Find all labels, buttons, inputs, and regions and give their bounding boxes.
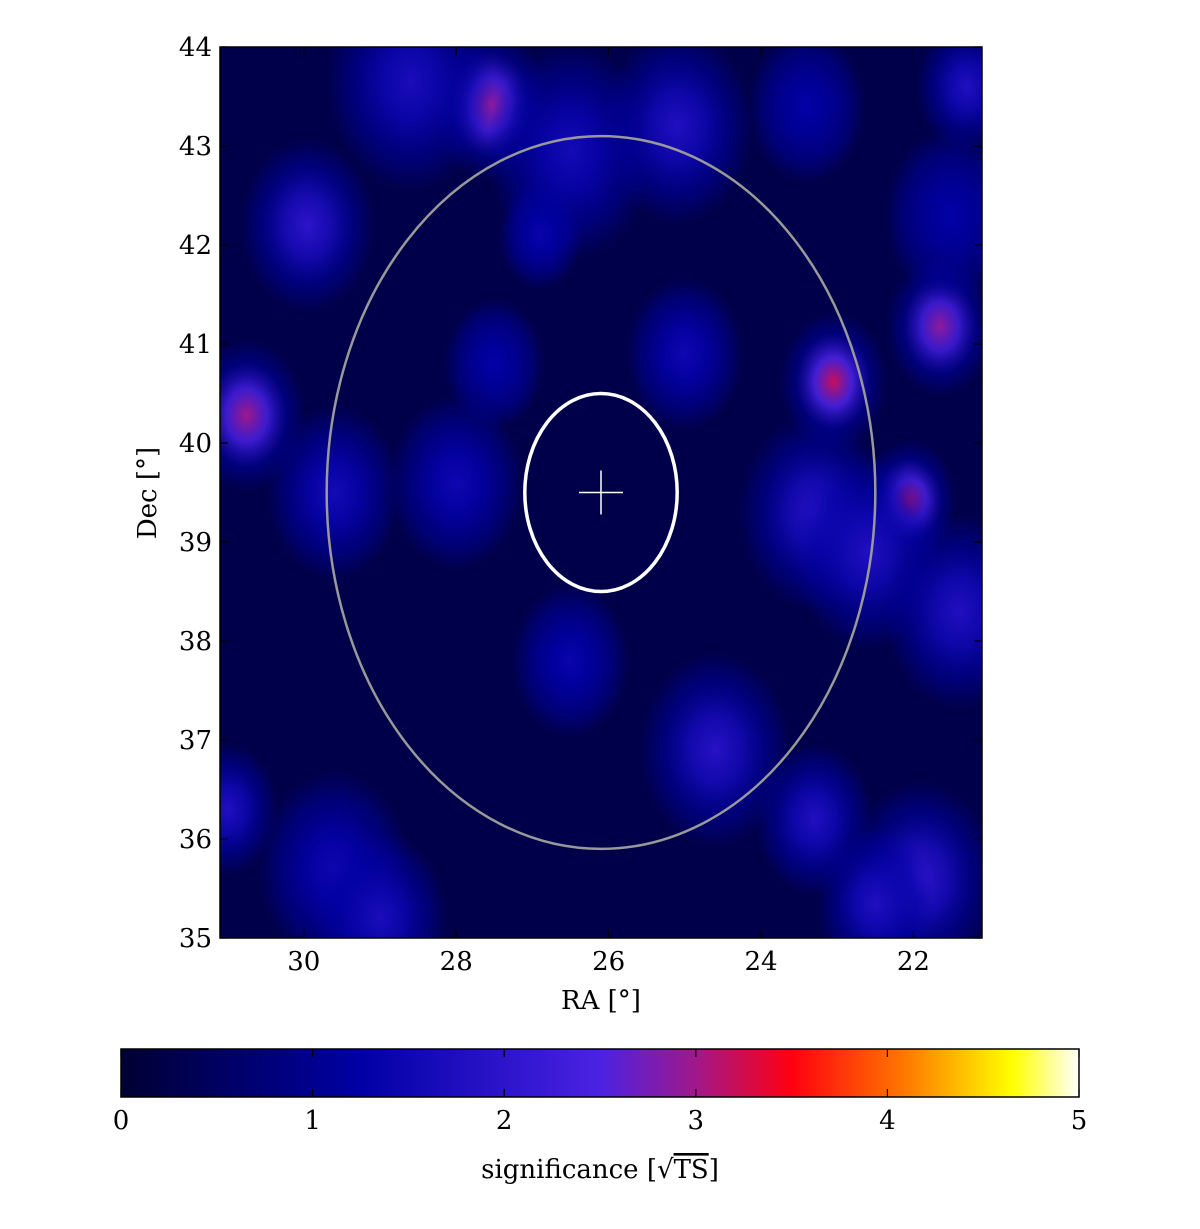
heatmap-hotspot xyxy=(498,180,582,290)
x-axis-ticks: 30 28 26 24 22 xyxy=(287,47,930,977)
colorbar-label-prefix: significance [ xyxy=(481,1155,657,1185)
y-axis-ticks: 35 36 37 38 39 40 41 42 43 44 xyxy=(179,33,982,954)
inner-region-circle xyxy=(523,391,679,594)
y-tick-label: 37 xyxy=(179,726,212,756)
colorbar-gradient xyxy=(120,1048,1080,1098)
x-tick-label: 28 xyxy=(440,947,473,977)
heatmap-hotspot xyxy=(884,128,982,303)
heatmap-hotspot xyxy=(267,405,402,580)
colorbar-label-suffix: ] xyxy=(709,1155,719,1185)
heatmap-hotspot xyxy=(916,47,982,152)
x-tick-label: 26 xyxy=(592,947,625,977)
heatmap-hotspot xyxy=(748,47,866,183)
colorbar-tick-label: 0 xyxy=(113,1106,130,1136)
colorbar-label-ts: TS xyxy=(674,1155,709,1185)
y-tick-label: 38 xyxy=(179,627,212,657)
heatmap-hotspot xyxy=(389,395,524,570)
colorbar-tick-label: 1 xyxy=(304,1106,321,1136)
heatmap-hotspot xyxy=(511,584,630,738)
colorbar: 0 1 2 3 4 5 significance [√TS] xyxy=(113,1048,1088,1185)
y-tick-label: 44 xyxy=(179,33,212,63)
y-tick-label: 35 xyxy=(179,924,212,954)
y-tick-label: 42 xyxy=(179,231,212,261)
colorbar-label-sqrt: √ xyxy=(657,1155,674,1185)
plot-frame xyxy=(219,46,983,939)
colorbar-ticks: 0 1 2 3 4 5 xyxy=(113,1049,1088,1136)
plot-overlays xyxy=(325,134,877,851)
heatmap-hotspot xyxy=(220,743,278,875)
colorbar-label: significance [√TS] xyxy=(481,1155,719,1185)
colorbar-tick-label: 2 xyxy=(496,1106,513,1136)
y-tick-label: 39 xyxy=(179,528,212,558)
heatmap-hotspot xyxy=(816,827,934,938)
x-tick-label: 22 xyxy=(897,947,930,977)
y-tick-label: 40 xyxy=(179,429,212,459)
x-tick-label: 30 xyxy=(287,947,320,977)
y-tick-label: 41 xyxy=(179,330,212,360)
heatmap-hotspot xyxy=(639,651,791,848)
y-tick-label: 43 xyxy=(179,132,212,162)
heatmap-hotspot xyxy=(326,47,495,191)
heatmap-hotspot xyxy=(240,138,375,313)
colorbar-tick-label: 4 xyxy=(879,1106,896,1136)
heatmap-hotspot xyxy=(444,298,545,430)
heatmap-hotspot xyxy=(883,513,982,710)
x-tick-label: 24 xyxy=(744,947,777,977)
x-axis-label: RA [°] xyxy=(561,986,641,1016)
y-axis-label: Dec [°] xyxy=(133,447,163,539)
heatmap-hotspot xyxy=(312,831,448,938)
colorbar-tick-label: 3 xyxy=(688,1106,705,1136)
outer-region-circle xyxy=(325,134,877,851)
y-tick-label: 36 xyxy=(179,825,212,855)
colorbar-tick-label: 5 xyxy=(1071,1106,1088,1136)
heatmap-hotspots xyxy=(220,47,982,938)
heatmap-panel: 30 28 26 24 22 35 36 37 38 39 40 41 42 43 44 xyxy=(179,33,983,977)
center-cross-marker xyxy=(579,470,623,515)
heatmap-hotspot xyxy=(626,277,744,431)
